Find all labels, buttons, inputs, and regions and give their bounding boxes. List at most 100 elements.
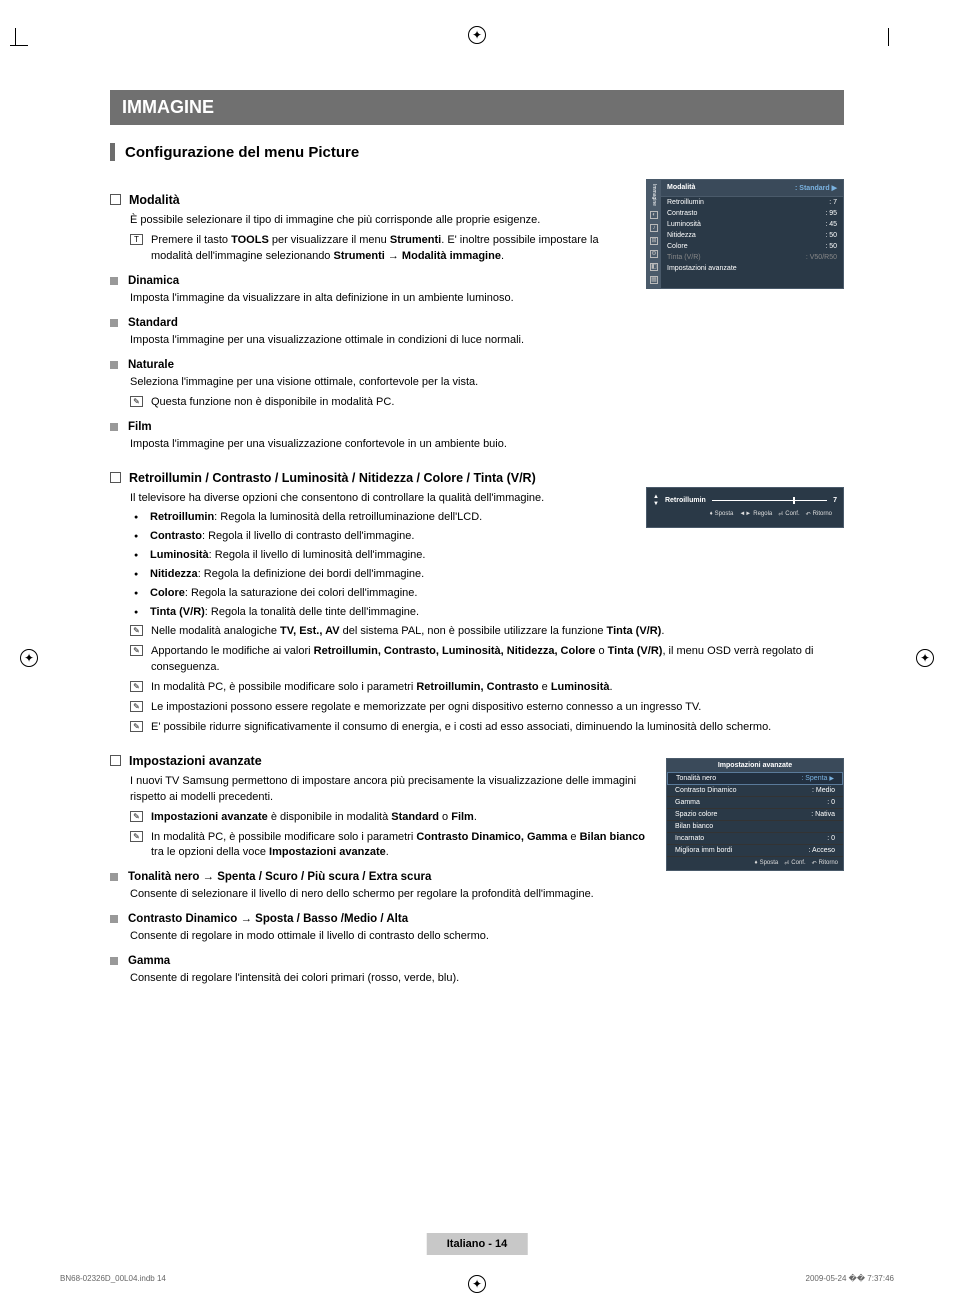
note-icon: ✎	[130, 701, 143, 712]
section-banner: IMMAGINE	[110, 90, 844, 125]
note-icon: ✎	[130, 625, 143, 636]
note-icon: ✎	[130, 645, 143, 656]
bullet-list: Retroillumin: Regola la luminosità della…	[130, 510, 628, 621]
channel-icon: ⊞	[650, 237, 658, 245]
note-icon: ✎	[130, 681, 143, 692]
osd-avanzate: Impostazioni avanzate Tonalità nero: Spe…	[666, 758, 844, 871]
osd-footer: ♦ Sposta ◄► Regola ⏎ Conf. ↶ Ritorno	[653, 508, 837, 521]
osd-header: Modalità: Standard ▶	[661, 180, 843, 197]
nav-arrows-icon: ▲▼	[653, 494, 659, 508]
checkbox-icon	[110, 472, 121, 483]
square-bullet-icon	[110, 873, 118, 881]
osd-item: Colore: 50	[661, 241, 843, 252]
nav-hint: ⏎ Conf.	[778, 511, 799, 518]
osd-item-dim: Tinta (V/R): V50/R50	[661, 252, 843, 263]
nav-hint: ↶ Ritorno	[806, 511, 832, 518]
bullet: Retroillumin: Regola la luminosità della…	[130, 510, 628, 526]
sub-heading-standard: Standard	[110, 317, 628, 329]
checkbox-icon	[110, 194, 121, 205]
chevron-right-icon: ▶	[832, 185, 837, 192]
note: ✎Questa funzione non è disponibile in mo…	[130, 395, 628, 411]
registration-mark	[468, 26, 486, 44]
tools-icon: T	[130, 234, 143, 245]
osd-adv-item: Bilan bianco	[667, 821, 843, 833]
doc-footer: BN68-02326D_00L04.indb 14 2009-05-24 �� …	[60, 1274, 894, 1283]
slider-thumb	[793, 497, 795, 504]
osd-item: Nitidezza: 50	[661, 230, 843, 241]
osd-slider-label: Retroillumin	[665, 497, 706, 504]
osd-slider-value: 7	[833, 497, 837, 504]
osd-side-label: Immagine	[651, 184, 657, 206]
note: ✎Le impostazioni possono essere regolate…	[130, 700, 844, 716]
note: ✎In modalità PC, è possibile modificare …	[130, 830, 648, 862]
doc-id: BN68-02326D_00L04.indb 14	[60, 1274, 166, 1283]
picture-icon: ◐	[650, 211, 658, 219]
osd-item: Retroillumin: 7	[661, 197, 843, 208]
text: Seleziona l'immagine per una visione ott…	[130, 375, 628, 391]
square-bullet-icon	[110, 957, 118, 965]
bullet: Contrasto: Regola il livello di contrast…	[130, 529, 628, 545]
crop-mark	[888, 28, 889, 46]
osd-adv-item: Contrasto Dinamico: Medio	[667, 785, 843, 797]
square-bullet-icon	[110, 915, 118, 923]
note-icon: ✎	[130, 811, 143, 822]
checkbox-icon	[110, 755, 121, 766]
osd-adv-item: Incarnato: 0	[667, 833, 843, 845]
square-bullet-icon	[110, 319, 118, 327]
osd-footer: ♦ Sposta ⏎ Conf. ↶ Ritorno	[667, 857, 843, 870]
note-icon: ✎	[130, 831, 143, 842]
support-icon: ▦	[650, 276, 658, 284]
nav-hint: ♦ Sposta	[710, 511, 734, 518]
slider-track	[712, 500, 827, 501]
bullet: Luminosità: Regola il livello di luminos…	[130, 548, 628, 564]
tools-note: T Premere il tasto TOOLS per visualizzar…	[130, 233, 628, 265]
square-bullet-icon	[110, 277, 118, 285]
note: ✎In modalità PC, è possibile modificare …	[130, 680, 844, 696]
text: Consente di selezionare il livello di ne…	[130, 887, 648, 903]
osd-item: Contrasto: 95	[661, 208, 843, 219]
nav-hint: ♦ Sposta	[755, 860, 779, 867]
osd-adv-item: Tonalità nero: Spenta ▶	[667, 772, 843, 785]
note: ✎Apportando le modifiche ai valori Retro…	[130, 644, 844, 676]
text: Imposta l'immagine per una visualizzazio…	[130, 333, 628, 349]
page-footer: Italiano - 14	[427, 1233, 528, 1255]
registration-mark	[20, 649, 38, 667]
osd-item: Luminosità: 45	[661, 219, 843, 230]
text: Imposta l'immagine da visualizzare in al…	[130, 291, 628, 307]
sub-heading-gamma: Gamma	[110, 955, 648, 967]
osd-slider: ▲▼ Retroillumin 7 ♦ Sposta ◄► Regola ⏎ C…	[646, 487, 844, 528]
note: ✎Impostazioni avanzate è disponibile in …	[130, 810, 648, 826]
sub-heading-contrasto-din: Contrasto Dinamico → Sposta / Basso /Med…	[110, 913, 648, 925]
section-title: Configurazione del menu Picture	[110, 143, 844, 161]
crop-mark	[10, 45, 28, 46]
osd-adv-item: Migliora imm bordi: Acceso	[667, 845, 843, 857]
bullet: Colore: Regola la saturazione dei colori…	[130, 586, 628, 602]
sub-heading-dinamica: Dinamica	[110, 275, 628, 287]
note: ✎Nelle modalità analogiche TV, Est., AV …	[130, 624, 844, 640]
nav-hint: ◄► Regola	[739, 511, 772, 518]
doc-timestamp: 2009-05-24 �� 7:37:46	[806, 1274, 894, 1283]
nav-hint: ⏎ Conf.	[784, 860, 805, 867]
text: Consente di regolare l'intensità dei col…	[130, 971, 648, 987]
sub-heading-naturale: Naturale	[110, 359, 628, 371]
bullet: Tinta (V/R): Regola la tonalità delle ti…	[130, 605, 628, 621]
note: ✎E' possibile ridurre significativamente…	[130, 720, 844, 736]
osd-adv-item: Gamma: 0	[667, 797, 843, 809]
text: Il televisore ha diverse opzioni che con…	[130, 491, 628, 507]
sound-icon: ♪	[650, 224, 658, 232]
sub-heading-tonalita: Tonalità nero → Spenta / Scuro / Più scu…	[110, 871, 648, 883]
square-bullet-icon	[110, 361, 118, 369]
input-icon: ◧	[650, 263, 658, 271]
osd-adv-item: Spazio colore: Nativa	[667, 809, 843, 821]
text: Consente di regolare in modo ottimale il…	[130, 929, 648, 945]
text: I nuovi TV Samsung permettono di imposta…	[130, 774, 648, 806]
heading-modalita: Modalità	[110, 193, 628, 207]
setup-icon: ⚙	[650, 250, 658, 258]
text: Imposta l'immagine per una visualizzazio…	[130, 437, 628, 453]
sub-heading-film: Film	[110, 421, 628, 433]
square-bullet-icon	[110, 423, 118, 431]
osd-sidebar: Immagine ◐ ♪ ⊞ ⚙ ◧ ▦	[647, 180, 661, 288]
bullet: Nitidezza: Regola la definizione dei bor…	[130, 567, 628, 583]
title-bar-icon	[110, 143, 115, 161]
heading-avanzate: Impostazioni avanzate	[110, 754, 648, 768]
